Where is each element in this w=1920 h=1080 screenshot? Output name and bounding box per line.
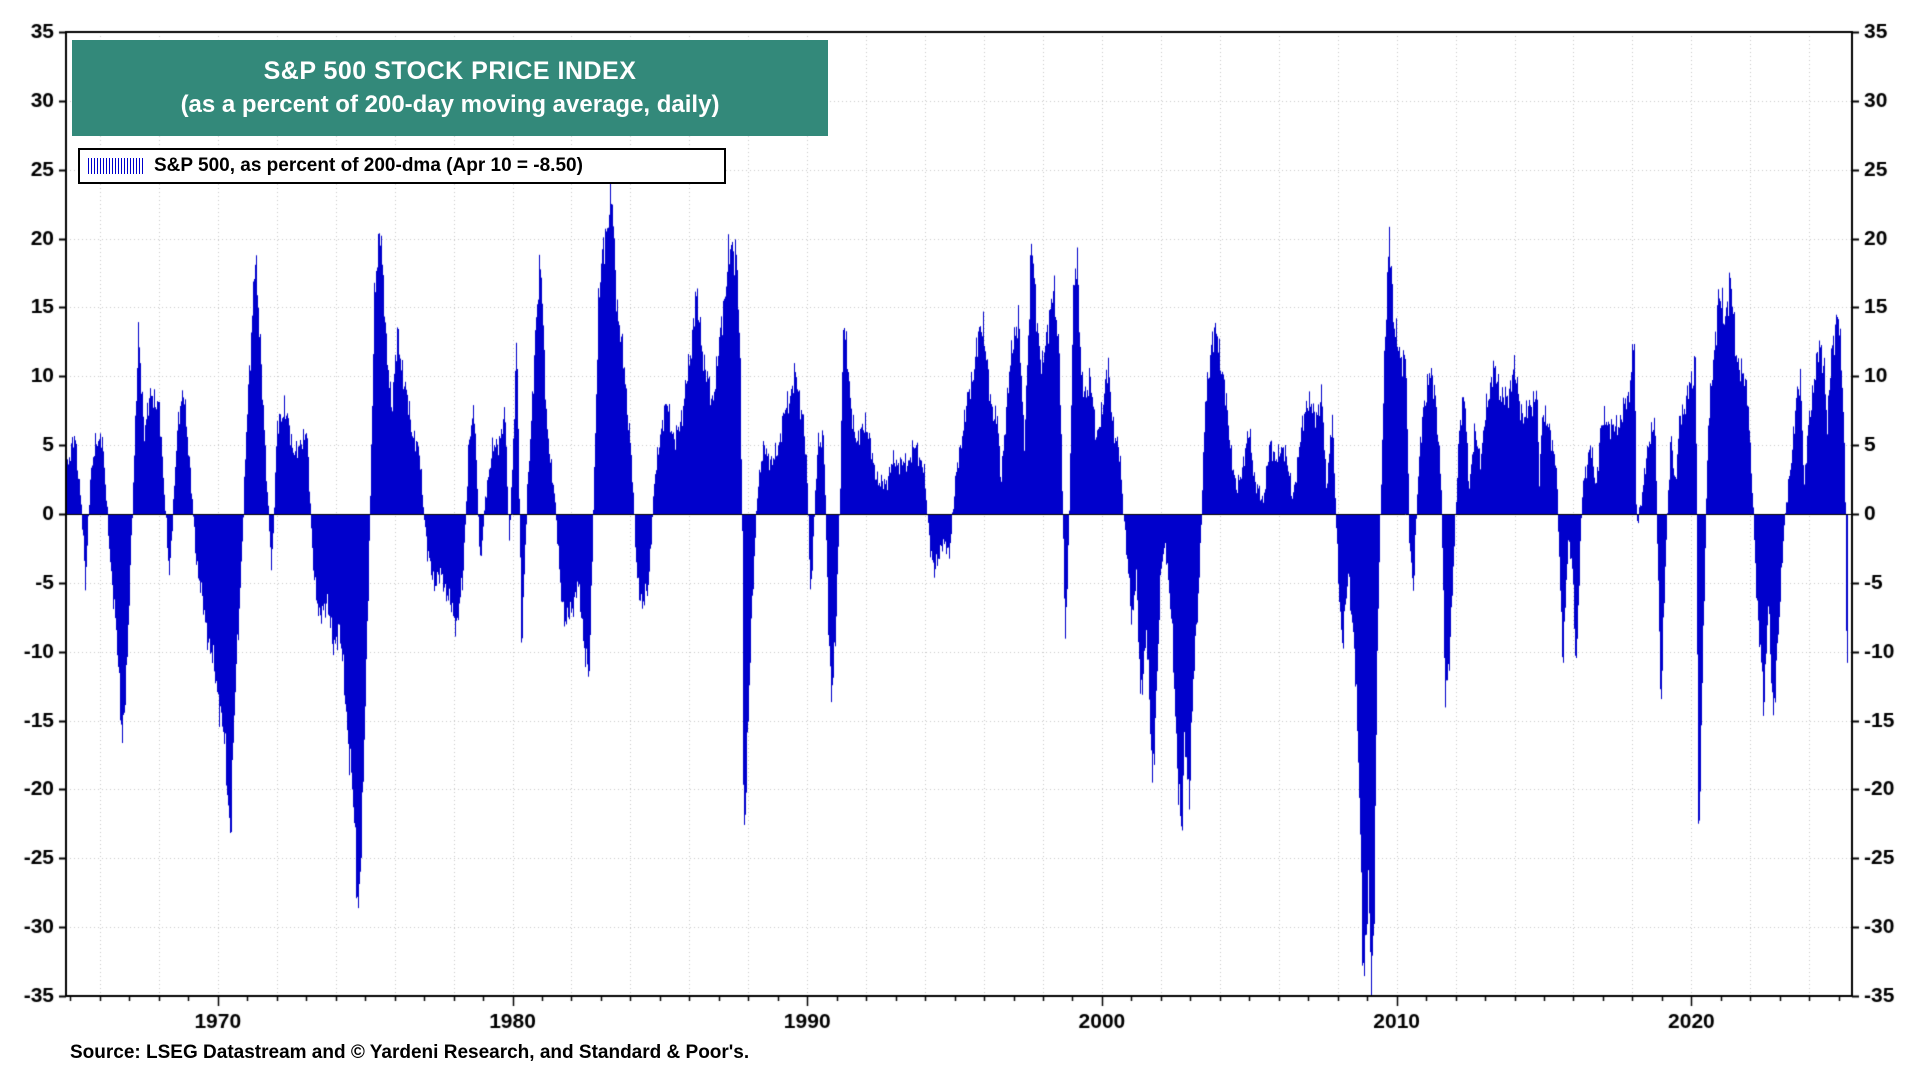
legend-label: S&P 500, as percent of 200-dma (Apr 10 =… <box>154 155 583 176</box>
chart-title: S&P 500 STOCK PRICE INDEX <box>263 56 637 85</box>
chart-title-box: S&P 500 STOCK PRICE INDEX (as a percent … <box>72 40 828 136</box>
source-attribution: Source: LSEG Datastream and © Yardeni Re… <box>70 1042 750 1063</box>
chart-subtitle: (as a percent of 200-day moving average,… <box>180 90 720 118</box>
legend-bars-icon <box>88 158 144 174</box>
legend: S&P 500, as percent of 200-dma (Apr 10 =… <box>78 148 726 184</box>
